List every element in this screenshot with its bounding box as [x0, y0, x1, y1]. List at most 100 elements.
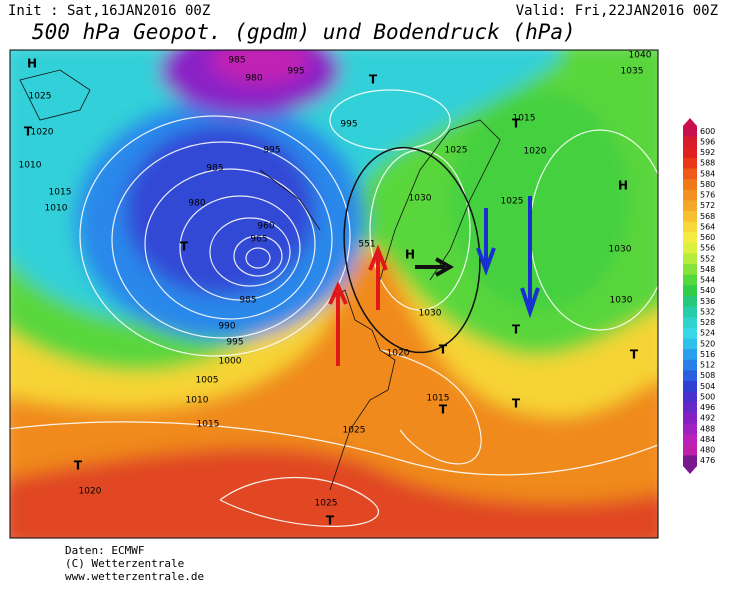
scale-label: 584 [700, 169, 715, 178]
pressure-center: H [27, 57, 37, 71]
isobar-label: 1015 [49, 188, 72, 198]
isobar-label: 965 [250, 235, 267, 245]
isobar-label: 1000 [219, 357, 242, 367]
isobar-label: 985 [239, 296, 256, 306]
pressure-center: T [439, 343, 448, 357]
pressure-center: H [618, 179, 628, 193]
scale-swatch [683, 126, 697, 138]
scale-swatch [683, 455, 697, 467]
isobar-label: 995 [263, 146, 280, 156]
pressure-center: T [512, 323, 521, 337]
scale-swatch [683, 253, 697, 265]
scale-swatch [683, 402, 697, 414]
scale-label: 496 [700, 403, 715, 412]
scale-swatch [683, 274, 697, 286]
scale-swatch [683, 147, 697, 159]
map-title: 500 hPa Geopot. (gpdm) und Bodendruck (h… [32, 20, 576, 44]
isobar-label: 1030 [419, 309, 442, 319]
isobar-label: 1010 [19, 161, 42, 171]
scale-swatch [683, 306, 697, 318]
scale-swatch [683, 359, 697, 371]
scale-swatch [683, 444, 697, 456]
scale-label: 476 [700, 456, 715, 465]
scale-swatch [683, 200, 697, 212]
scale-label: 524 [700, 329, 715, 338]
map-area: H1025T1020101010151010985980T96096598599… [10, 50, 658, 538]
scale-swatch [683, 412, 697, 424]
scale-label: 540 [700, 286, 715, 295]
scale-swatch [683, 434, 697, 446]
scale-label: 492 [700, 414, 715, 423]
isobar-label: 1015 [197, 420, 220, 430]
scale-swatch [683, 189, 697, 201]
scale-label: 580 [700, 180, 715, 189]
scale-swatch [683, 370, 697, 382]
isobar-label: 1020 [387, 349, 410, 359]
scale-swatch [683, 327, 697, 339]
scale-label: 536 [700, 297, 715, 306]
scale-label: 500 [700, 392, 715, 401]
pressure-center: T [369, 73, 378, 87]
scale-label: 532 [700, 307, 715, 316]
isobar-label: 1025 [501, 197, 524, 207]
scale-label: 552 [700, 254, 715, 263]
scale-swatch [683, 157, 697, 169]
isobar-label: 551 [358, 240, 375, 250]
scale-label: 568 [700, 212, 715, 221]
scale-swatch [683, 349, 697, 361]
isobar-label: 980 [245, 74, 262, 84]
pressure-center: H [405, 248, 415, 262]
scale-label: 564 [700, 222, 715, 231]
scale-label: 572 [700, 201, 715, 210]
scale-label: 592 [700, 148, 715, 157]
scale-label: 556 [700, 244, 715, 253]
scale-label: 508 [700, 371, 715, 380]
scale-label: 600 [700, 127, 715, 136]
isobar-label: 1025 [343, 426, 366, 436]
scale-label: 516 [700, 350, 715, 359]
isobar-label: 985 [206, 164, 223, 174]
scale-swatch [683, 317, 697, 329]
isobar-label: 1030 [409, 194, 432, 204]
isobar-label: 1020 [524, 147, 547, 157]
pressure-center: T [326, 514, 335, 528]
isobar-label: 980 [188, 199, 205, 209]
pressure-center: T [512, 397, 521, 411]
isobar-label: 1010 [45, 204, 68, 214]
isobar-label: 995 [340, 120, 357, 130]
isobar-label: 1030 [610, 296, 633, 306]
scale-swatch [683, 391, 697, 403]
isobar-label: 1005 [196, 376, 219, 386]
isobar-label: 1025 [315, 499, 338, 509]
pressure-center: T [74, 459, 83, 473]
isobar-label: 995 [287, 67, 304, 77]
scale-label: 488 [700, 424, 715, 433]
scale-swatch [683, 296, 697, 308]
scale-swatch [683, 136, 697, 148]
scale-label: 528 [700, 318, 715, 327]
pressure-center: T [24, 125, 33, 139]
isobar-label: 1030 [609, 245, 632, 255]
pressure-center: T [180, 240, 189, 254]
isobar-label: 1025 [445, 146, 468, 156]
scale-label: 480 [700, 446, 715, 455]
scale-label: 544 [700, 276, 715, 285]
scale-arrow-top [683, 118, 697, 126]
scale-swatch [683, 242, 697, 254]
pressure-center: T [439, 403, 448, 417]
scale-label: 560 [700, 233, 715, 242]
scale-label: 588 [700, 159, 715, 168]
isobar-label: 1020 [31, 128, 54, 138]
scale-swatch [683, 221, 697, 233]
isobar-label: 985 [228, 56, 245, 66]
isobar-label: 995 [226, 338, 243, 348]
init-time: Init : Sat,16JAN2016 00Z [8, 3, 210, 19]
isobar-label: 960 [257, 222, 274, 232]
isobar-label: 990 [218, 322, 235, 332]
footer-copyright: (C) Wetterzentrale [65, 557, 184, 570]
scale-label: 484 [700, 435, 715, 444]
scale-label: 520 [700, 339, 715, 348]
isobar-label: 1015 [427, 394, 450, 404]
scale-swatch [683, 338, 697, 350]
